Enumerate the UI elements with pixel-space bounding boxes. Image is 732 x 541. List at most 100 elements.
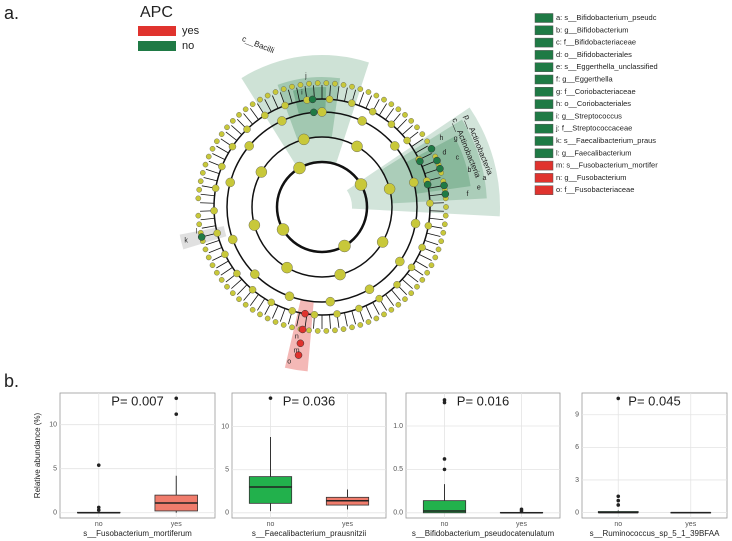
tree-node: [402, 296, 408, 302]
node-letter: f: [466, 191, 468, 198]
tree-node: [443, 204, 449, 210]
y-tick-label: 10: [221, 423, 229, 430]
tree-node: [298, 133, 310, 146]
y-tick-label: 5: [225, 467, 229, 474]
tree-node: [340, 326, 347, 332]
tree-node: [407, 263, 416, 272]
tree-branch: [231, 125, 243, 136]
tree-node: [373, 315, 380, 322]
tree-branch: [372, 302, 380, 315]
tree-node: [289, 324, 295, 331]
tree-node: [242, 106, 249, 113]
tree-node: [218, 277, 225, 283]
outlier: [96, 463, 101, 467]
tree-node: [280, 322, 287, 328]
tree-node: [402, 112, 408, 118]
tree-node: [218, 131, 225, 137]
node-letter: a: [483, 175, 487, 182]
outlier: [96, 505, 101, 510]
node-letter: g: [454, 136, 458, 143]
tree-node: [272, 89, 279, 95]
tree-node: [221, 250, 229, 259]
tree-node: [349, 324, 355, 331]
y-tick-label: 9: [575, 412, 579, 419]
legend-title: APC: [140, 4, 173, 21]
tree-node: [381, 96, 387, 103]
tree-branch: [385, 108, 395, 120]
tree-node: [243, 125, 251, 134]
tree-branch: [401, 278, 413, 289]
tree-branch: [415, 260, 428, 269]
node-letter: k: [184, 238, 188, 245]
tree-node: [214, 138, 220, 145]
tree-branch: [225, 131, 238, 141]
taxa-swatch: [534, 173, 554, 183]
tree-node: [393, 280, 401, 289]
tree-branch: [424, 168, 439, 175]
taxa-label: f: g__Eggerthella: [556, 74, 614, 83]
tree-node: [236, 112, 242, 118]
tree-branch: [231, 278, 243, 289]
tree-branch: [411, 138, 424, 147]
plot-panel: [405, 392, 561, 519]
y-tick-label: 0: [53, 510, 57, 517]
outlier: [268, 396, 273, 400]
tree-node: [267, 298, 275, 307]
y-tick-label: 6: [575, 444, 579, 451]
legend-label: no: [182, 40, 194, 52]
outlier: [442, 467, 447, 472]
tree-branch: [279, 308, 286, 322]
tree-branch: [200, 193, 215, 197]
tree-node: [325, 296, 335, 307]
tree-branch: [358, 92, 365, 106]
tree-node: [202, 161, 209, 168]
tree-node: [369, 107, 377, 116]
taxa-swatch: [534, 99, 554, 109]
outlier: [616, 494, 621, 499]
tree-node: [424, 138, 430, 145]
chart-title: P= 0.045: [628, 393, 680, 408]
y-tick-label: 0: [225, 510, 229, 517]
tree-node: [408, 118, 414, 124]
tree-node: [244, 141, 254, 151]
tree-node: [388, 101, 395, 107]
tree-ring: [251, 136, 393, 278]
node-letter: h: [440, 135, 444, 142]
tree-branch: [272, 95, 279, 109]
node-letter: b: [468, 167, 472, 174]
tree-node: [364, 284, 375, 294]
tree-node: [334, 268, 346, 281]
tree-node: [438, 238, 444, 244]
tree-node: [381, 311, 387, 318]
taxa-label: k: s__Faecalibacterium_praus: [556, 136, 656, 145]
tree-node: [395, 106, 402, 113]
tree-node: [424, 222, 433, 230]
tree-node: [289, 83, 295, 90]
tree-node-enriched: [298, 325, 307, 334]
tree-branch: [287, 89, 293, 104]
tree-node: [233, 269, 241, 278]
tree-branch: [424, 239, 439, 246]
tree-node: [418, 243, 426, 252]
tree-node: [250, 269, 260, 279]
tree-node-enriched: [416, 157, 424, 166]
tree-node: [228, 142, 237, 151]
tree-node-enriched: [294, 351, 303, 359]
x-tick-label: yes: [342, 521, 353, 528]
tree-node: [255, 166, 268, 178]
tree-node: [277, 116, 287, 126]
tree-node: [323, 80, 330, 86]
tree-branch: [200, 217, 215, 221]
tree-node: [249, 307, 256, 313]
tree-branch: [365, 305, 372, 319]
tree-branch: [201, 225, 216, 229]
tree-node: [276, 223, 290, 236]
tree-node: [213, 229, 221, 237]
tree-node: [410, 218, 421, 229]
box: [422, 500, 467, 514]
taxa-swatch: [534, 62, 554, 72]
taxa-swatch: [534, 74, 554, 85]
tree-branch: [329, 314, 331, 329]
x-tick-label: yes: [171, 521, 182, 528]
chart-title: P= 0.007: [111, 393, 163, 408]
